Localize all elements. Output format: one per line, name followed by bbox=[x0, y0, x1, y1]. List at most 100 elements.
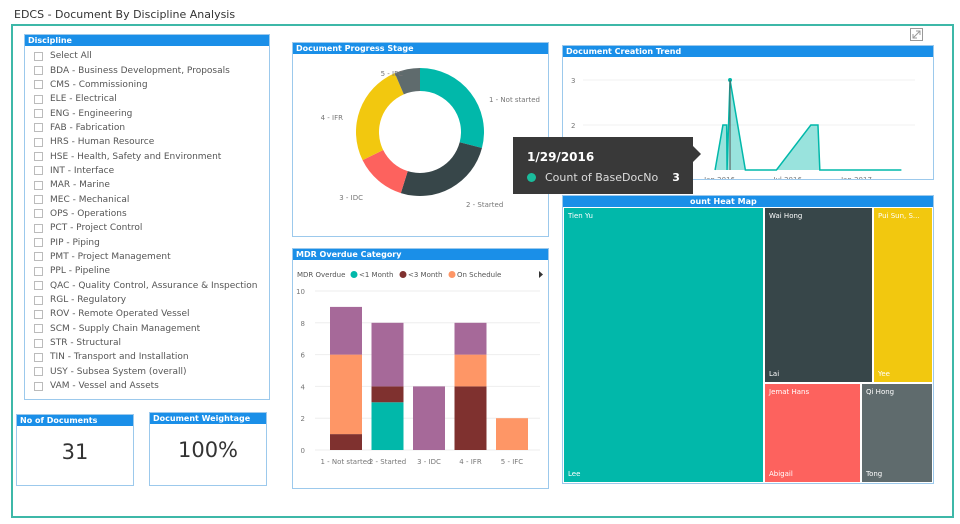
slicer-item[interactable]: MAR - Marine bbox=[34, 178, 269, 192]
checkbox[interactable] bbox=[34, 94, 43, 104]
y-tick-label: 3 bbox=[571, 77, 575, 85]
checkbox[interactable] bbox=[34, 109, 43, 119]
cell-sublabel: Lee bbox=[568, 470, 581, 478]
checkbox[interactable] bbox=[34, 252, 43, 262]
checkbox[interactable] bbox=[34, 281, 43, 291]
checkbox[interactable] bbox=[34, 381, 43, 391]
slicer-item-label: HRS - Human Resource bbox=[50, 137, 155, 148]
cell-sublabel: Yee bbox=[878, 370, 890, 378]
checkbox[interactable] bbox=[34, 324, 43, 334]
area-fill bbox=[715, 80, 902, 170]
donut-slice[interactable] bbox=[420, 68, 484, 149]
bar-segment[interactable] bbox=[371, 386, 404, 403]
heatmap-cell[interactable]: Qi Hong Tong bbox=[861, 383, 933, 483]
cell-label: Pui Sun, S... bbox=[878, 212, 920, 220]
bar-segment[interactable] bbox=[330, 306, 362, 355]
slicer-item[interactable]: HSE - Health, Safety and Environment bbox=[34, 149, 269, 163]
bar-segment[interactable] bbox=[454, 386, 487, 450]
panel-title: Document Progress Stage bbox=[293, 43, 548, 54]
slicer-item[interactable]: ELE - Electrical bbox=[34, 92, 269, 106]
slicer-item-label: MEC - Mechanical bbox=[50, 194, 130, 205]
card-title: No of Documents bbox=[17, 415, 133, 426]
slicer-item[interactable]: ROV - Remote Operated Vessel bbox=[34, 307, 269, 321]
checkbox[interactable] bbox=[34, 51, 43, 61]
bar-segment[interactable] bbox=[413, 386, 445, 450]
legend-marker bbox=[350, 271, 358, 278]
slicer-item[interactable]: SCM - Supply Chain Management bbox=[34, 322, 269, 336]
cell-label: Jemat Hans bbox=[769, 388, 810, 396]
slicer-item[interactable]: INT - Interface bbox=[34, 164, 269, 178]
checkbox[interactable] bbox=[34, 152, 43, 162]
expand-icon[interactable] bbox=[910, 28, 923, 41]
bar-segment[interactable] bbox=[371, 322, 404, 387]
slicer-item[interactable]: BDA - Business Development, Proposals bbox=[34, 63, 269, 77]
bar-segment[interactable] bbox=[454, 322, 487, 355]
bar-segment[interactable] bbox=[454, 354, 487, 387]
slicer-item-label: RGL - Regulatory bbox=[50, 295, 127, 306]
checkbox[interactable] bbox=[34, 137, 43, 147]
bar-segment[interactable] bbox=[330, 434, 362, 450]
slicer-item[interactable]: FAB - Fabrication bbox=[34, 121, 269, 135]
donut-slice[interactable] bbox=[394, 68, 420, 95]
checkbox[interactable] bbox=[34, 352, 43, 362]
cell-label: Tien Yu bbox=[568, 212, 593, 220]
heatmap-cell[interactable]: Wai Hong Lai bbox=[764, 207, 873, 383]
checkbox[interactable] bbox=[34, 266, 43, 276]
slicer-item[interactable]: USY - Subsea System (overall) bbox=[34, 365, 269, 379]
donut-slice[interactable] bbox=[362, 150, 408, 194]
slicer-item[interactable]: ENG - Engineering bbox=[34, 106, 269, 120]
slice-label: 3 - IDC bbox=[339, 194, 363, 202]
card-value: 31 bbox=[61, 440, 89, 464]
checkbox[interactable] bbox=[34, 166, 43, 176]
slicer-item[interactable]: OPS - Operations bbox=[34, 207, 269, 221]
bar-segment[interactable] bbox=[496, 418, 528, 450]
slicer-item-label: SCM - Supply Chain Management bbox=[50, 323, 201, 334]
y-tick-label: 2 bbox=[301, 415, 305, 423]
checkbox[interactable] bbox=[34, 367, 43, 377]
legend-item[interactable]: <3 Month bbox=[408, 271, 442, 279]
legend-item[interactable]: On Schedule bbox=[457, 271, 501, 279]
trend-line[interactable] bbox=[714, 79, 902, 171]
legend-item[interactable]: <1 Month bbox=[359, 271, 393, 279]
legend-more-arrow-icon[interactable] bbox=[539, 271, 543, 278]
checkbox[interactable] bbox=[34, 195, 43, 205]
checkbox[interactable] bbox=[34, 309, 43, 319]
slicer-item[interactable]: PMT - Project Management bbox=[34, 250, 269, 264]
checkbox[interactable] bbox=[34, 295, 43, 305]
slicer-item[interactable]: CMS - Commissioning bbox=[34, 78, 269, 92]
heatmap-cell[interactable]: Jemat Hans Abigail bbox=[764, 383, 861, 483]
x-tick-label: 2 - Started bbox=[369, 458, 406, 466]
slicer-item[interactable]: HRS - Human Resource bbox=[34, 135, 269, 149]
x-tick-label: Jul 2016 bbox=[772, 176, 802, 179]
checkbox[interactable] bbox=[34, 238, 43, 248]
checkbox[interactable] bbox=[34, 66, 43, 76]
checkbox[interactable] bbox=[34, 123, 43, 133]
slicer-item[interactable]: STR - Structural bbox=[34, 336, 269, 350]
y-tick-label: 0 bbox=[301, 447, 305, 455]
bar-segment[interactable] bbox=[330, 354, 362, 435]
slicer-item[interactable]: PPL - Pipeline bbox=[34, 264, 269, 278]
slicer-item[interactable]: Select All bbox=[34, 49, 269, 63]
slicer-item[interactable]: VAM - Vessel and Assets bbox=[34, 379, 269, 393]
slicer-item[interactable]: MEC - Mechanical bbox=[34, 192, 269, 206]
slicer-item-label: MAR - Marine bbox=[50, 180, 110, 191]
progress-stage-panel: Document Progress Stage 1 - Not started 2… bbox=[292, 42, 549, 237]
slicer-item[interactable]: TIN - Transport and Installation bbox=[34, 350, 269, 364]
donut-slice[interactable] bbox=[356, 73, 404, 161]
checkbox[interactable] bbox=[34, 209, 43, 219]
heatmap-cell[interactable]: Tien Yu Lee bbox=[563, 207, 764, 483]
bar-segment[interactable] bbox=[371, 402, 404, 450]
slicer-item[interactable]: RGL - Regulatory bbox=[34, 293, 269, 307]
heatmap-cell[interactable]: Pui Sun, S... Yee bbox=[873, 207, 933, 383]
checkbox[interactable] bbox=[34, 338, 43, 348]
slicer-item[interactable]: PIP - Piping bbox=[34, 235, 269, 249]
donut-slice[interactable] bbox=[400, 142, 482, 196]
checkbox[interactable] bbox=[34, 223, 43, 233]
checkbox[interactable] bbox=[34, 80, 43, 90]
y-tick-label: 10 bbox=[296, 288, 305, 296]
checkbox[interactable] bbox=[34, 180, 43, 190]
panel-title: ount Heat Map bbox=[563, 196, 933, 207]
slicer-item[interactable]: PCT - Project Control bbox=[34, 221, 269, 235]
slicer-item-label: STR - Structural bbox=[50, 338, 121, 349]
slicer-item[interactable]: QAC - Quality Control, Assurance & Inspe… bbox=[34, 279, 269, 293]
